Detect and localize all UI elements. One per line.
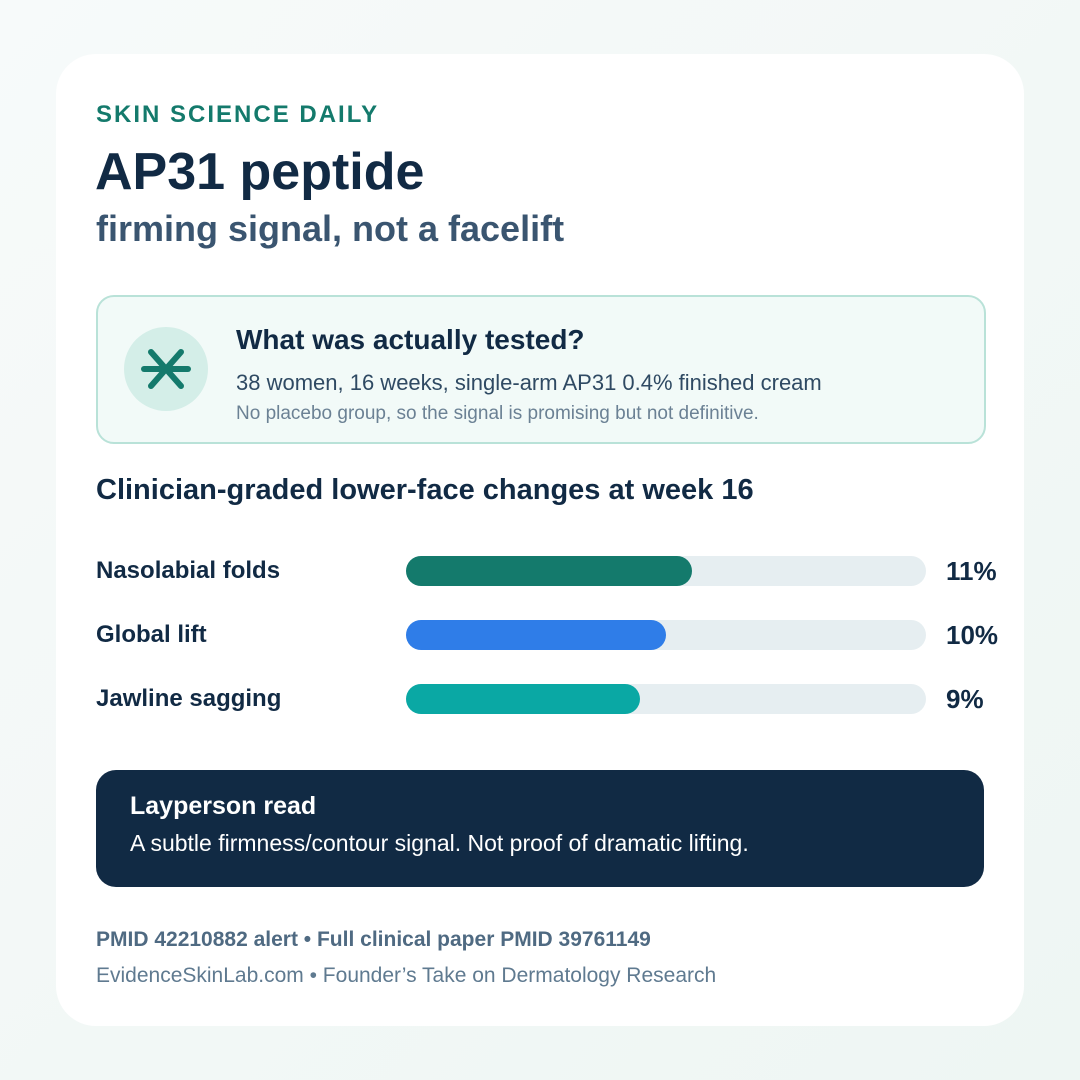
title: AP31 peptide (95, 143, 425, 201)
footer-line: PMID 42210882 alert • Full clinical pape… (96, 928, 651, 951)
category-label: Nasolabial folds (96, 557, 281, 584)
info-question: What was actually tested? (236, 324, 585, 355)
value-label: 9% (946, 684, 984, 714)
info-note: No placebo group, so the signal is promi… (236, 403, 759, 424)
info-box (96, 295, 986, 444)
bar (406, 684, 640, 714)
callout-text: A subtle firmness/contour signal. Not pr… (130, 830, 749, 856)
bar (406, 620, 666, 650)
info-icon (124, 327, 208, 411)
value-label: 11% (946, 556, 997, 586)
bar-track (406, 684, 926, 714)
brand: SKIN SCIENCE DAILY (96, 101, 380, 128)
category-label: Jawline sagging (96, 685, 282, 712)
bar-track (406, 556, 926, 586)
footer-line: EvidenceSkinLab.com • Founder’s Take on … (96, 964, 717, 987)
chart-title: Clinician-graded lower-face changes at w… (96, 474, 754, 506)
info-detail: 38 women, 16 weeks, single-arm AP31 0.4%… (236, 370, 822, 395)
bar (406, 556, 692, 586)
category-label: Global lift (96, 621, 207, 648)
bar-track (406, 620, 926, 650)
subtitle: firming signal, not a facelift (96, 208, 565, 249)
callout-heading: Layperson read (130, 792, 317, 820)
value-label: 10% (946, 620, 999, 650)
callout (96, 770, 984, 887)
